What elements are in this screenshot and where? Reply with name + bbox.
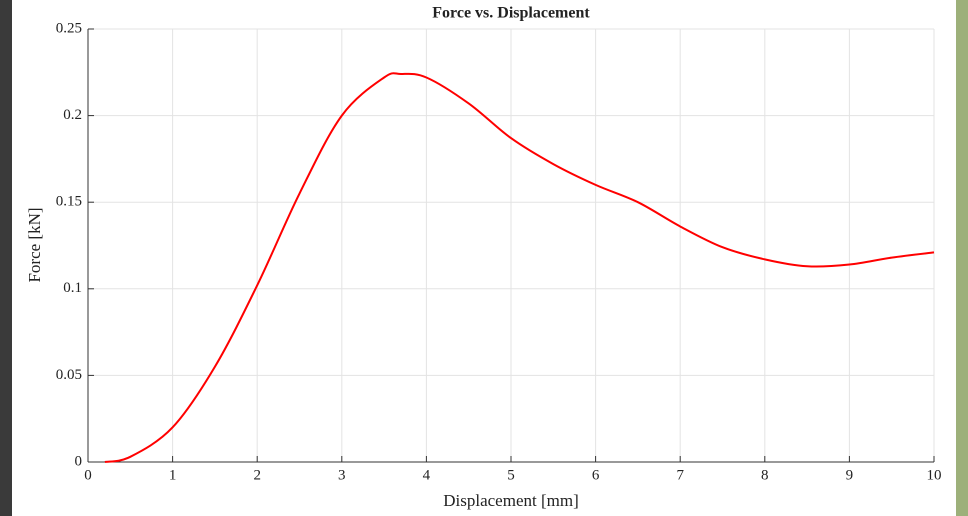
x-axis-label: Displacement [mm]	[443, 491, 579, 510]
left-edge-strip	[0, 0, 12, 516]
x-tick-label: 5	[507, 467, 515, 483]
x-tick-label: 0	[84, 467, 92, 483]
y-axis-label: Force [kN]	[25, 207, 44, 282]
data-line	[104, 72, 935, 463]
y-tick-label: 0.25	[56, 20, 82, 36]
x-tick-label: 7	[676, 467, 684, 483]
x-tick-label: 1	[169, 467, 177, 483]
x-tick-label: 9	[846, 467, 854, 483]
x-tick-label: 3	[338, 467, 346, 483]
x-tick-label: 2	[253, 467, 261, 483]
x-tick-label: 4	[423, 467, 431, 483]
y-tick-label: 0.05	[56, 367, 82, 383]
y-tick-label: 0	[75, 453, 83, 469]
y-tick-label: 0.1	[63, 280, 82, 296]
y-tick-label: 0.15	[56, 194, 82, 210]
right-edge-strip	[956, 0, 968, 516]
y-tick-label: 0.2	[63, 107, 82, 123]
x-tick-label: 8	[761, 467, 769, 483]
x-tick-label: 10	[927, 467, 942, 483]
chart-title: Force vs. Displacement	[432, 5, 590, 22]
x-tick-label: 6	[592, 467, 600, 483]
